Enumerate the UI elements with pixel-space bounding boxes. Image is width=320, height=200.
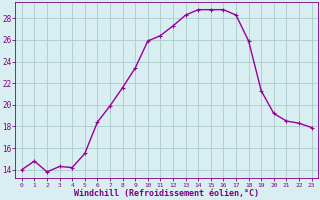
X-axis label: Windchill (Refroidissement éolien,°C): Windchill (Refroidissement éolien,°C) <box>74 189 259 198</box>
